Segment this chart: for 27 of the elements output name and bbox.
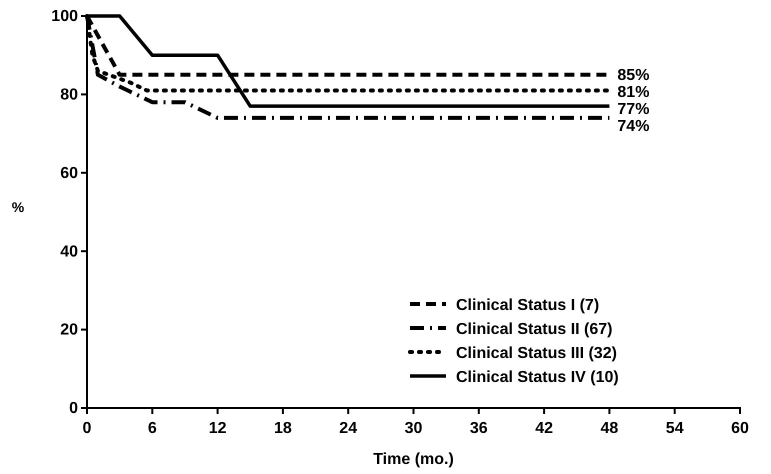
x-tick-label: 36: [470, 420, 488, 437]
x-axis-title: Time (mo.): [373, 451, 454, 468]
legend-label: Clinical Status IV (10): [456, 369, 619, 386]
x-tick-label: 18: [274, 420, 292, 437]
x-tick-label: 42: [535, 420, 554, 437]
y-tick-label: 80: [60, 86, 78, 104]
legend-label: Clinical Status III (32): [456, 345, 617, 362]
legend-label: Clinical Status II (67): [456, 321, 612, 338]
x-tick-label: 54: [666, 420, 684, 437]
x-tick-label: 6: [148, 420, 157, 437]
data-label: 74%: [617, 118, 650, 135]
x-tick-label: 24: [339, 420, 358, 437]
x-tick-label: 0: [82, 420, 92, 437]
y-tick-label: 60: [60, 164, 78, 182]
legend-label: Clinical Status I (7): [456, 297, 600, 314]
data-label: 77%: [617, 100, 650, 118]
x-tick-label: 60: [731, 420, 749, 437]
x-tick-label: 30: [404, 420, 422, 437]
y-axis-title: %: [12, 199, 25, 215]
y-tick-label: 40: [60, 243, 78, 260]
y-tick-label: 0: [69, 400, 78, 418]
y-tick-label: 20: [60, 322, 78, 339]
data-label: 81%: [617, 84, 650, 101]
y-tick-label: 100: [51, 8, 78, 26]
data-label: 85%: [617, 66, 650, 84]
x-tick-label: 48: [600, 420, 618, 437]
x-tick-label: 12: [208, 420, 227, 437]
